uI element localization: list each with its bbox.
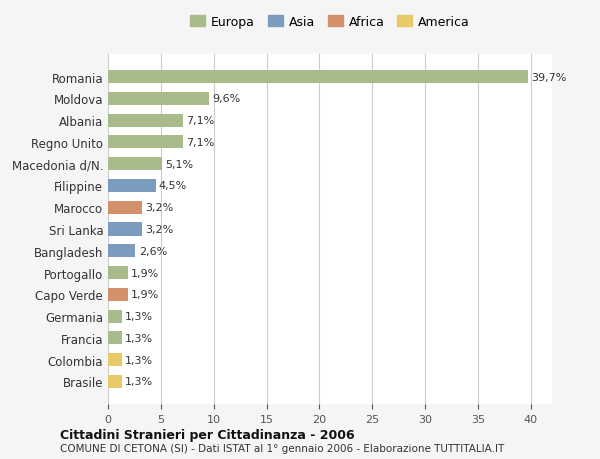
Text: 5,1%: 5,1% [165, 159, 193, 169]
Text: Cittadini Stranieri per Cittadinanza - 2006: Cittadini Stranieri per Cittadinanza - 2… [60, 428, 355, 442]
Text: COMUNE DI CETONA (SI) - Dati ISTAT al 1° gennaio 2006 - Elaborazione TUTTITALIA.: COMUNE DI CETONA (SI) - Dati ISTAT al 1°… [60, 443, 504, 453]
Text: 39,7%: 39,7% [531, 73, 566, 83]
Text: 1,3%: 1,3% [125, 376, 153, 386]
Bar [108, 245, 136, 258]
Bar [108, 375, 122, 388]
Bar [108, 331, 122, 345]
Legend: Europa, Asia, Africa, America: Europa, Asia, Africa, America [190, 16, 470, 29]
Bar [108, 201, 142, 214]
Bar [108, 114, 183, 128]
Bar [108, 288, 128, 301]
Text: 1,3%: 1,3% [125, 333, 153, 343]
Text: 4,5%: 4,5% [159, 181, 187, 191]
Bar [108, 353, 122, 366]
Text: 1,3%: 1,3% [125, 355, 153, 365]
Text: 7,1%: 7,1% [186, 138, 214, 148]
Bar [108, 71, 527, 84]
Text: 9,6%: 9,6% [212, 94, 241, 104]
Bar [108, 179, 155, 193]
Text: 1,9%: 1,9% [131, 290, 160, 300]
Text: 3,2%: 3,2% [145, 203, 173, 213]
Bar [108, 93, 209, 106]
Text: 2,6%: 2,6% [139, 246, 167, 256]
Bar [108, 136, 183, 149]
Text: 1,9%: 1,9% [131, 268, 160, 278]
Bar [108, 158, 162, 171]
Bar [108, 310, 122, 323]
Text: 1,3%: 1,3% [125, 311, 153, 321]
Text: 7,1%: 7,1% [186, 116, 214, 126]
Bar [108, 223, 142, 236]
Bar [108, 266, 128, 280]
Text: 3,2%: 3,2% [145, 224, 173, 235]
